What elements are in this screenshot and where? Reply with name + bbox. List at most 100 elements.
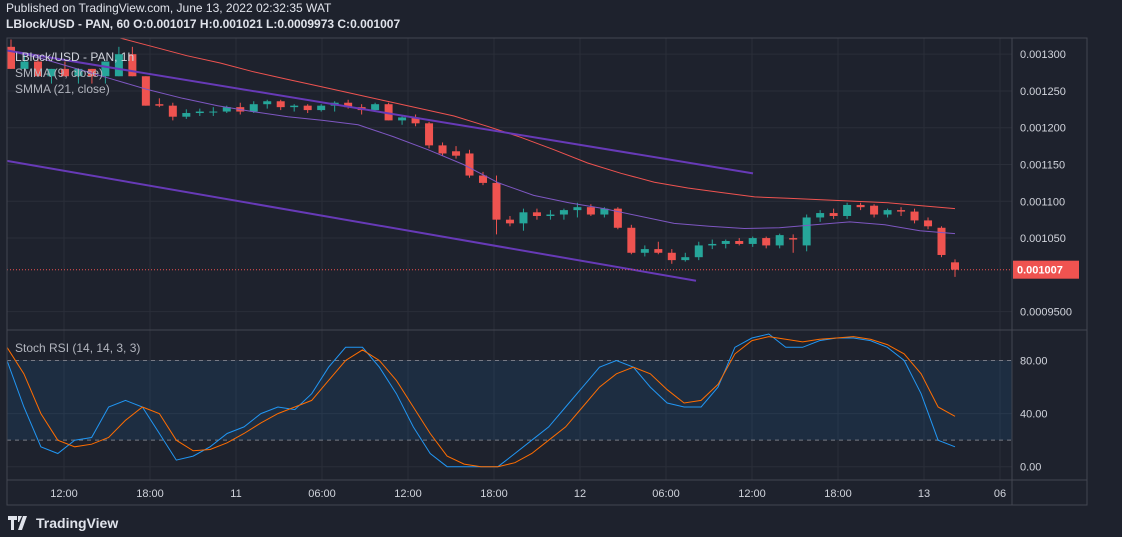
- price-tick-label: 0.001300: [1020, 49, 1066, 61]
- candle-body: [222, 107, 231, 112]
- candle-body: [829, 213, 838, 216]
- candle: [411, 114, 420, 127]
- candle: [897, 207, 906, 216]
- low-value: 0.0009973: [277, 17, 335, 31]
- channel-upper-line[interactable]: [6, 49, 754, 175]
- candle: [47, 68, 56, 84]
- candle-body: [856, 204, 865, 208]
- pane-frames: [6, 37, 1088, 506]
- candle-body: [586, 207, 595, 215]
- time-tick-label: 18:00: [480, 488, 508, 500]
- candle-body: [209, 111, 218, 113]
- tradingview-branding[interactable]: TradingView: [8, 515, 118, 531]
- candle-body: [303, 105, 312, 111]
- candle: [627, 224, 636, 255]
- candle-body: [452, 151, 461, 156]
- price-tick-label: 0.0009500: [1020, 307, 1072, 319]
- time-axis[interactable]: 12:00 18:00 11 06:00 12:00 18:00 12 06:00 12:00 1…: [50, 488, 1006, 500]
- candle-body: [694, 245, 703, 258]
- candle-body: [101, 61, 110, 77]
- candle-body: [519, 212, 528, 224]
- candle: [910, 208, 919, 224]
- candle: [816, 210, 825, 222]
- candle-body: [951, 262, 959, 270]
- candle: [870, 204, 879, 218]
- open-label: O:: [133, 17, 147, 31]
- candle-body: [263, 101, 272, 105]
- candle: [775, 233, 784, 249]
- candle: [60, 61, 69, 77]
- candle-body: [20, 61, 29, 69]
- candle-body: [802, 217, 811, 246]
- time-tick-label: 06:00: [308, 488, 336, 500]
- candle: [398, 115, 407, 125]
- candle-body: [532, 212, 541, 216]
- time-tick-label: 12:00: [50, 488, 78, 500]
- time-tick-label: 12:00: [394, 488, 422, 500]
- time-tick-label: 06: [994, 488, 1006, 500]
- candle-body: [74, 68, 83, 77]
- candle-body: [465, 153, 474, 176]
- candle: [209, 107, 218, 116]
- candle-body: [708, 243, 717, 246]
- candle-body: [627, 227, 636, 253]
- candle-body: [317, 105, 326, 111]
- overbought-oversold-band: [7, 360, 1012, 441]
- time-tick-label: 18:00: [136, 488, 164, 500]
- candle: [182, 109, 191, 119]
- candle-body: [546, 214, 555, 216]
- legend-smma9: SMMA (9, close): [15, 66, 103, 80]
- candle: [667, 249, 676, 264]
- legend-stoch-rsi: Stoch RSI (14, 14, 3, 3): [15, 341, 140, 355]
- candle: [762, 236, 771, 249]
- oscillator-axis[interactable]: 80.00 40.00 0.00: [1020, 356, 1048, 474]
- candle: [317, 104, 326, 112]
- price-tick-label: 0.001200: [1020, 123, 1066, 135]
- close-label: C:: [337, 17, 351, 31]
- candle: [371, 102, 380, 112]
- candle: [249, 101, 258, 114]
- candle: [465, 149, 474, 178]
- chart-border: [6, 37, 1088, 506]
- tradingview-logo-icon: [8, 516, 27, 530]
- candle: [613, 207, 622, 230]
- legend-smma21: SMMA (21, close): [15, 82, 110, 96]
- candle-body: [816, 213, 825, 218]
- price-axis[interactable]: 0.001300 0.001250 0.001200 0.001150 0.001100…: [1020, 49, 1072, 318]
- price-tick-label: 0.001150: [1020, 160, 1065, 172]
- candle: [101, 61, 110, 84]
- channel-lower-line[interactable]: [6, 159, 697, 282]
- candle-body: [249, 104, 258, 112]
- candle: [951, 259, 959, 277]
- candle-body: [573, 207, 582, 211]
- published-line: Published on TradingView.com, June 13, 2…: [6, 1, 332, 15]
- candle: [681, 252, 690, 262]
- price-tick-label: 0.001250: [1020, 86, 1066, 98]
- candle-body: [384, 104, 393, 121]
- candle: [195, 108, 204, 116]
- candle-body: [789, 238, 798, 240]
- candle: [505, 215, 514, 227]
- candle: [789, 234, 798, 253]
- candle-body: [60, 68, 69, 77]
- current-price-label: 0.001007: [1013, 260, 1079, 279]
- candle: [425, 121, 434, 149]
- candle: [924, 217, 933, 230]
- candle: [843, 202, 852, 219]
- candle: [559, 208, 568, 220]
- candle-body: [613, 208, 622, 228]
- candle: [303, 104, 312, 114]
- candle-body: [667, 252, 676, 261]
- candle: [735, 238, 744, 246]
- main-legend: LBlock/USD - PAN, 1h SMMA (9, close) SMM…: [15, 50, 134, 96]
- candle-body: [735, 241, 744, 244]
- candle-body: [398, 117, 407, 121]
- candle: [519, 208, 528, 231]
- candle-body: [87, 68, 96, 77]
- candle-body: [141, 76, 150, 106]
- candle-body: [371, 104, 380, 111]
- current-price-tag: [1013, 260, 1079, 279]
- candle: [74, 68, 83, 84]
- candle: [937, 226, 946, 258]
